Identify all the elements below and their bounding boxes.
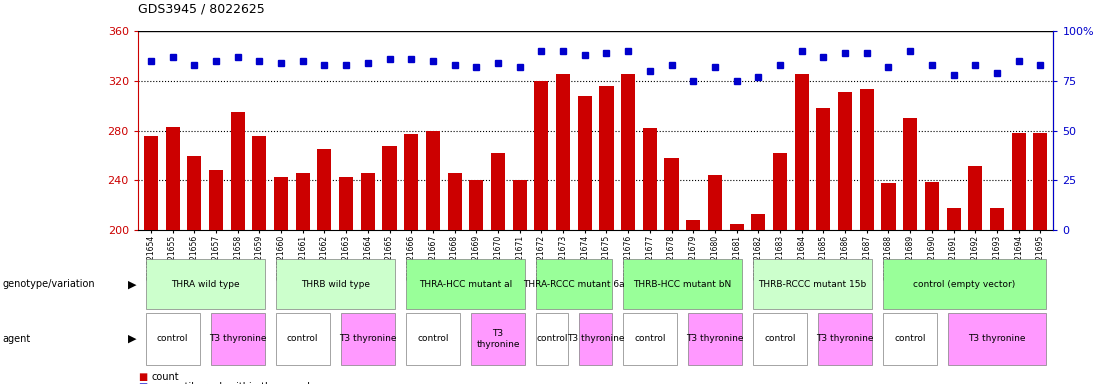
Text: THRB-RCCC mutant 15b: THRB-RCCC mutant 15b	[759, 280, 867, 289]
Bar	[469, 180, 483, 230]
Bar	[599, 86, 613, 230]
Text: T3 thyronine: T3 thyronine	[816, 334, 874, 343]
Text: T3 thyronine: T3 thyronine	[339, 334, 397, 343]
Bar	[383, 146, 397, 230]
Bar	[686, 220, 700, 230]
Bar	[143, 136, 158, 230]
Bar	[556, 74, 570, 230]
Bar	[426, 131, 440, 230]
Bar	[448, 173, 462, 230]
Text: T3 thyronine: T3 thyronine	[567, 334, 624, 343]
Text: control: control	[417, 334, 449, 343]
Text: genotype/variation: genotype/variation	[2, 279, 95, 289]
Bar	[513, 180, 527, 230]
Text: THRB-HCC mutant bN: THRB-HCC mutant bN	[633, 280, 731, 289]
Bar	[165, 127, 180, 230]
Bar	[361, 173, 375, 230]
Text: control: control	[895, 334, 925, 343]
Bar	[296, 173, 310, 230]
Text: T3 thyronine: T3 thyronine	[208, 334, 267, 343]
Bar	[946, 208, 961, 230]
Bar	[274, 177, 288, 230]
Bar	[188, 156, 202, 230]
Text: percentile rank within the sample: percentile rank within the sample	[151, 382, 317, 384]
Bar	[643, 128, 657, 230]
Bar	[859, 89, 874, 230]
Text: ■: ■	[138, 382, 147, 384]
Text: THRA-RCCC mutant 6a: THRA-RCCC mutant 6a	[523, 280, 624, 289]
Text: ▶: ▶	[128, 279, 137, 289]
Text: GDS3945 / 8022625: GDS3945 / 8022625	[138, 2, 265, 15]
Bar	[318, 149, 332, 230]
Bar	[1034, 133, 1048, 230]
Text: count: count	[151, 372, 179, 382]
Bar	[231, 112, 245, 230]
Bar	[208, 170, 223, 230]
Bar	[491, 153, 505, 230]
Bar	[924, 182, 939, 230]
Bar	[794, 74, 808, 230]
Text: T3 thyronine: T3 thyronine	[686, 334, 743, 343]
Text: T3 thyronine: T3 thyronine	[968, 334, 1026, 343]
Bar	[708, 175, 722, 230]
Bar	[534, 81, 548, 230]
Text: T3
thyronine: T3 thyronine	[476, 329, 520, 349]
Bar	[339, 177, 353, 230]
Text: control (empty vector): control (empty vector)	[913, 280, 1016, 289]
Bar	[729, 224, 743, 230]
Bar	[903, 118, 918, 230]
Text: ▶: ▶	[128, 334, 137, 344]
Bar	[621, 74, 635, 230]
Bar	[1011, 133, 1026, 230]
Bar	[664, 158, 678, 230]
Bar	[253, 136, 267, 230]
Bar	[578, 96, 592, 230]
Bar	[989, 208, 1004, 230]
Bar	[816, 108, 831, 230]
Text: THRA wild type: THRA wild type	[171, 280, 239, 289]
Bar	[838, 92, 853, 230]
Text: THRB wild type: THRB wild type	[301, 280, 370, 289]
Bar	[881, 183, 896, 230]
Text: agent: agent	[2, 334, 31, 344]
Text: control: control	[764, 334, 795, 343]
Text: ■: ■	[138, 372, 147, 382]
Text: THRA-HCC mutant al: THRA-HCC mutant al	[419, 280, 512, 289]
Bar	[751, 214, 765, 230]
Text: control: control	[634, 334, 665, 343]
Text: control: control	[287, 334, 319, 343]
Bar	[404, 134, 418, 230]
Bar	[773, 153, 788, 230]
Text: control: control	[157, 334, 189, 343]
Bar	[968, 166, 983, 230]
Text: control: control	[536, 334, 568, 343]
